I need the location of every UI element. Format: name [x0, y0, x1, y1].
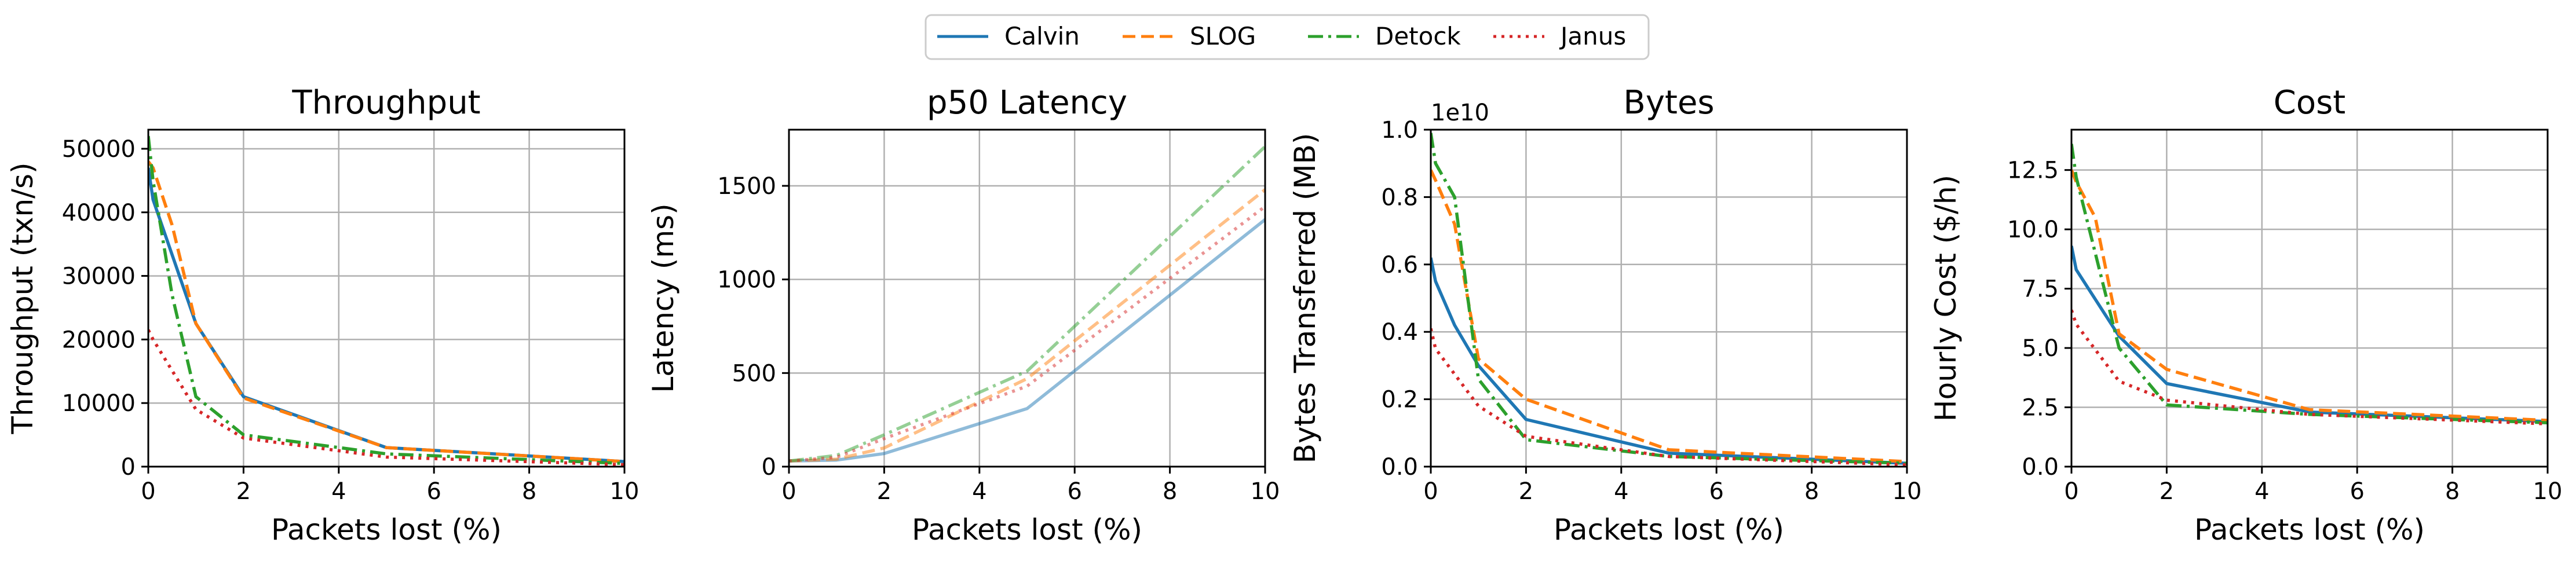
series-line-detock — [148, 135, 624, 465]
chart-panel-cost: 0 2 4 6 8 10 0.0 2.5 5.0 7.5 10.0 12.5 Cost Packets l… — [1929, 84, 2562, 547]
y-tick-label: 0.0 — [1381, 454, 1418, 481]
x-axis-label: Packets lost (%) — [1554, 513, 1784, 547]
legend-entry-calvin: Calvin — [937, 22, 1080, 50]
y-tick-label: 40000 — [62, 200, 136, 226]
x-tick-label: 0 — [2064, 478, 2078, 505]
series-line-janus — [148, 329, 624, 467]
y-tick-label: 0.8 — [1381, 184, 1418, 211]
legend-label: Calvin — [1004, 22, 1080, 50]
x-tick-label: 10 — [2533, 478, 2563, 505]
x-tick-label: 4 — [972, 478, 986, 505]
series-group — [2071, 144, 2548, 426]
series-group — [148, 135, 624, 467]
axes-frame — [2070, 129, 2549, 468]
x-tick-label: 0 — [781, 478, 796, 505]
chart-title: Cost — [2274, 84, 2346, 122]
chart-title: Bytes — [1623, 84, 1714, 122]
x-tick-label: 10 — [610, 478, 640, 505]
y-tick-label: 7.5 — [2022, 276, 2059, 303]
series-line-slog — [2071, 169, 2548, 422]
y-tick-label: 20000 — [62, 327, 136, 353]
series-group — [789, 145, 1265, 463]
x-tick-label: 0 — [141, 478, 155, 505]
axes-frame — [788, 129, 1266, 468]
series-group — [1431, 133, 1907, 467]
y-tick-label: 30000 — [62, 263, 136, 290]
chart-panel-throughput: 0 2 4 6 8 10 0 10000 20000 30000 40000 50000 Through… — [6, 84, 639, 547]
y-tick-label: 10.0 — [2007, 217, 2059, 243]
y-tick-label: 1.0 — [1381, 117, 1418, 144]
x-tick-label: 2 — [236, 478, 251, 505]
chart-panel-p50-latency: 0 2 4 6 8 10 0 500 1000 1500 p50 Latency Packets lo… — [646, 84, 1280, 547]
x-tick-label: 8 — [2445, 478, 2460, 505]
series-line-slog — [789, 188, 1265, 463]
chart-title: p50 Latency — [927, 84, 1127, 122]
series-line-calvin — [789, 218, 1265, 463]
x-tick-label: 8 — [1804, 478, 1819, 505]
chart-panels: 0 2 4 6 8 1001000020000300004000050000Through… — [6, 84, 2562, 547]
y-axis-label: Bytes Transferred (MB) — [1288, 133, 1322, 464]
y-tick-label: 1500 — [717, 173, 776, 200]
y-tick-label: 0.4 — [1381, 319, 1418, 346]
y-tick-label: 12.5 — [2007, 157, 2059, 184]
series-line-slog — [1431, 169, 1907, 464]
x-tick-label: 2 — [1519, 478, 1533, 505]
x-tick-label: 0 — [1423, 478, 1438, 505]
x-tick-label: 4 — [1614, 478, 1628, 505]
y-tick-label: 0 — [762, 454, 776, 481]
y-tick-label: 50000 — [62, 136, 136, 163]
y-tick-label: 500 — [732, 360, 776, 387]
axes-frame — [1430, 129, 1908, 468]
axes-frame — [147, 129, 626, 468]
y-tick-label: 2.5 — [2022, 395, 2059, 421]
x-tick-label: 6 — [1709, 478, 1723, 505]
chart-panel-bytes: 0 2 4 6 8 10 0.0 0.2 0.4 0.6 0.8 1.0 Bytes Packets lo… — [1288, 84, 1921, 547]
axis-offset-label: 1e10 — [1431, 100, 1489, 126]
x-tick-label: 4 — [2255, 478, 2269, 505]
legend-label: Janus — [1559, 22, 1626, 50]
series-line-calvin — [2071, 245, 2548, 423]
x-axis-label: Packets lost (%) — [271, 513, 502, 547]
legend-entry-detock: Detock — [1308, 22, 1461, 50]
legend-label: Detock — [1375, 22, 1461, 50]
x-tick-label: 10 — [1892, 478, 1922, 505]
legend-entry-slog: SLOG — [1123, 22, 1256, 50]
y-axis-label: Throughput (txn/s) — [6, 162, 39, 434]
x-tick-label: 6 — [1067, 478, 1081, 505]
series-line-janus — [789, 205, 1265, 463]
y-tick-label: 0 — [121, 454, 136, 481]
y-tick-label: 1000 — [717, 267, 776, 294]
y-tick-label: 0.2 — [1381, 387, 1418, 413]
x-tick-label: 6 — [2350, 478, 2364, 505]
legend-box — [925, 14, 1650, 60]
x-tick-label: 8 — [1163, 478, 1177, 505]
series-line-detock — [2071, 144, 2548, 424]
y-tick-label: 5.0 — [2022, 335, 2059, 362]
y-tick-label: 0.0 — [2022, 454, 2059, 481]
x-axis-label: Packets lost (%) — [2194, 513, 2425, 547]
series-line-calvin — [1431, 257, 1907, 465]
legend: Calvin SLOG Detock Janus — [925, 14, 1650, 60]
x-tick-label: 4 — [331, 478, 346, 505]
series-line-janus — [1431, 328, 1907, 467]
legend-entry-janus: Janus — [1493, 22, 1626, 50]
x-axis-label: Packets lost (%) — [912, 513, 1142, 547]
y-axis-label: Latency (ms) — [646, 203, 680, 393]
legend-label: SLOG — [1190, 22, 1256, 50]
series-line-detock — [1431, 133, 1907, 465]
x-tick-label: 2 — [877, 478, 891, 505]
x-tick-label: 2 — [2160, 478, 2174, 505]
y-axis-label: Hourly Cost ($/h) — [1929, 175, 1963, 421]
y-tick-label: 10000 — [62, 390, 136, 417]
chart-title: Throughput — [291, 84, 480, 122]
x-tick-label: 10 — [1251, 478, 1280, 505]
series-line-detock — [789, 145, 1265, 463]
x-tick-label: 6 — [426, 478, 441, 505]
x-tick-label: 8 — [522, 478, 536, 505]
y-tick-label: 0.6 — [1381, 252, 1418, 278]
